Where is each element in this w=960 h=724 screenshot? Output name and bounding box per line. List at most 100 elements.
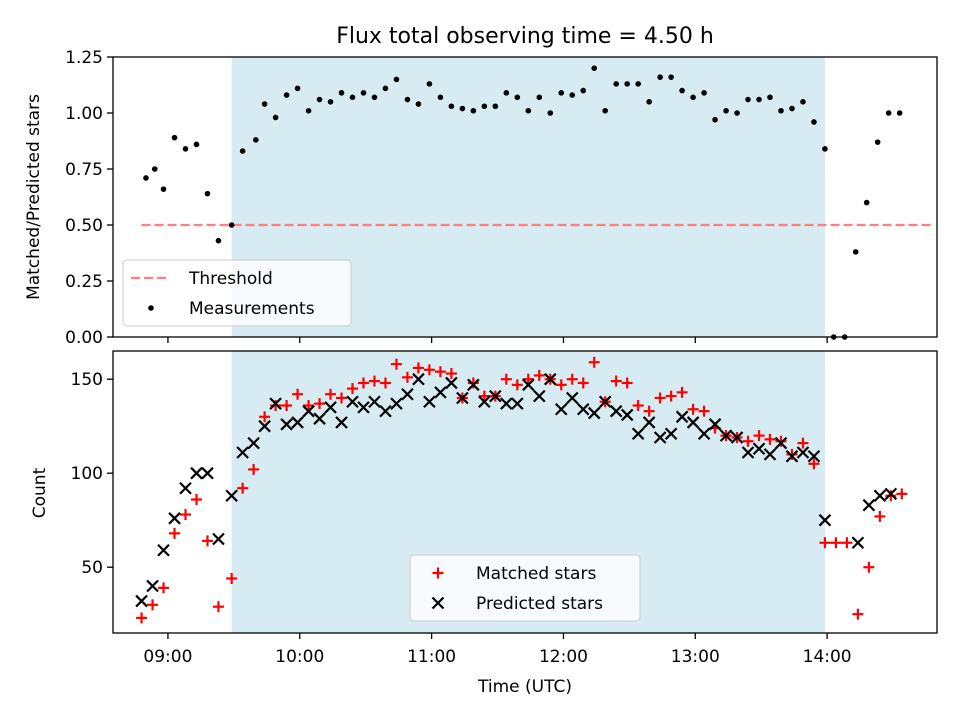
predicted-star-marker [719,429,733,442]
measurement-point [503,90,510,96]
predicted-star-marker-b [511,397,524,410]
x-tick-label: 10:00 [275,647,324,667]
predicted-star-marker-b [642,416,656,429]
matched-star-marker [147,599,159,611]
predicted-star-marker [335,416,348,429]
predicted-star-marker-b [368,395,381,409]
matched-star-marker [390,358,402,370]
predicted-star-marker [467,378,480,392]
top-legend-box [122,259,352,327]
matched-star-marker [775,435,787,447]
predicted-star-marker-b [796,446,810,459]
top-y-tick-label: 1.25 [65,48,103,68]
measurement-point [204,190,211,197]
x-tick-label: 12:00 [539,647,588,667]
predicted-star-marker-b [631,427,645,440]
predicted-star-marker-b [500,397,513,410]
predicted-star-marker [533,389,546,403]
predicted-star-marker [675,410,689,424]
predicted-star-marker [423,395,436,409]
measurement-point [151,166,158,172]
measurement-point [283,92,290,98]
legend-predicted-swatch-b [431,596,445,610]
predicted-star-marker [873,489,887,503]
predicted-star-marker-b [357,401,370,414]
predicted-star-marker [664,427,678,440]
bottom-axes-frame [112,350,938,634]
measurement-point [635,81,641,87]
predicted-star-marker [445,376,458,390]
predicted-star-marker-b [190,466,203,480]
measurement-point [767,94,773,101]
x-tick-label: 11:00 [407,647,456,667]
predicted-star-marker-b [201,466,214,480]
matched-star-marker [676,386,688,398]
measurement-point [580,87,587,94]
matched-star-marker [665,390,677,402]
bottom-legend-box [409,554,641,622]
predicted-star-marker-b [774,436,788,450]
predicted-star-marker [201,466,214,480]
predicted-star-marker-b [533,389,546,403]
predicted-star-marker [631,427,645,440]
matched-star-marker [577,377,589,389]
predicted-star-marker-b [390,397,403,410]
bottom-y-axis-label: Count [30,467,50,518]
predicted-star-marker-b [379,404,392,418]
measurement-point [874,139,881,145]
measurement-point [852,249,859,255]
measurement-point [646,99,652,105]
matched-star-marker [808,458,820,470]
measurement-point [393,76,400,83]
predicted-star-marker [179,481,192,495]
predicted-star-marker-b [697,427,711,440]
matched-star-marker [368,375,380,387]
measurement-point [239,148,246,154]
top-y-tick-label: 0.25 [65,272,103,292]
matched-star-marker [610,375,622,387]
matched-star-marker [180,509,192,521]
measurement-point [756,96,762,103]
predicted-star-marker-b [324,401,337,414]
matched-star-marker [281,400,293,412]
predicted-star-marker [346,395,359,409]
predicted-star-marker-b [401,387,414,401]
predicted-star-marker-b [664,427,678,440]
predicted-star-marker [851,536,865,550]
predicted-star-marker-b [280,418,293,431]
predicted-star-marker [653,431,667,444]
predicted-star-marker [862,498,876,512]
measurement-point [338,90,345,96]
measurement-point [404,96,411,103]
measurement-point [360,90,367,96]
matched-star-marker [621,377,633,389]
measurement-point [690,94,696,101]
top-panel: 0.00 0.25 0.50 0.75 1.00 1.25 Threshold Measure… [65,48,938,348]
matched-star-marker [786,448,798,460]
predicted-star-marker [157,544,170,557]
measurement-point [382,85,389,92]
predicted-star-marker [412,372,425,386]
predicted-star-marker-b [763,448,777,461]
matched-star-marker [632,400,644,412]
predicted-star-marker-b [818,513,832,527]
measurement-point [558,90,565,96]
predicted-star-marker [752,442,766,456]
predicted-star-marker [576,403,590,416]
predicted-star-marker-b [478,395,491,409]
predicted-star-marker-b [862,498,876,512]
predicted-star-marker-b [346,395,359,409]
matched-star-marker [423,364,435,376]
bottom-y-tick-label: 150 [71,370,103,390]
predicted-star-marker-b [212,532,225,546]
matched-star-marker [863,561,875,573]
measurement-point [228,222,235,228]
bottom-y-tick-label: 50 [81,558,103,578]
predicted-star-marker-b [247,436,260,450]
matched-star-marker [190,494,202,506]
predicted-star-marker-b [719,429,733,442]
top-y-tick-label: 0.00 [65,328,103,348]
matched-star-marker [325,388,337,400]
measurement-point [459,105,466,112]
chart-title: Flux total observing time = 4.50 h [336,24,714,49]
